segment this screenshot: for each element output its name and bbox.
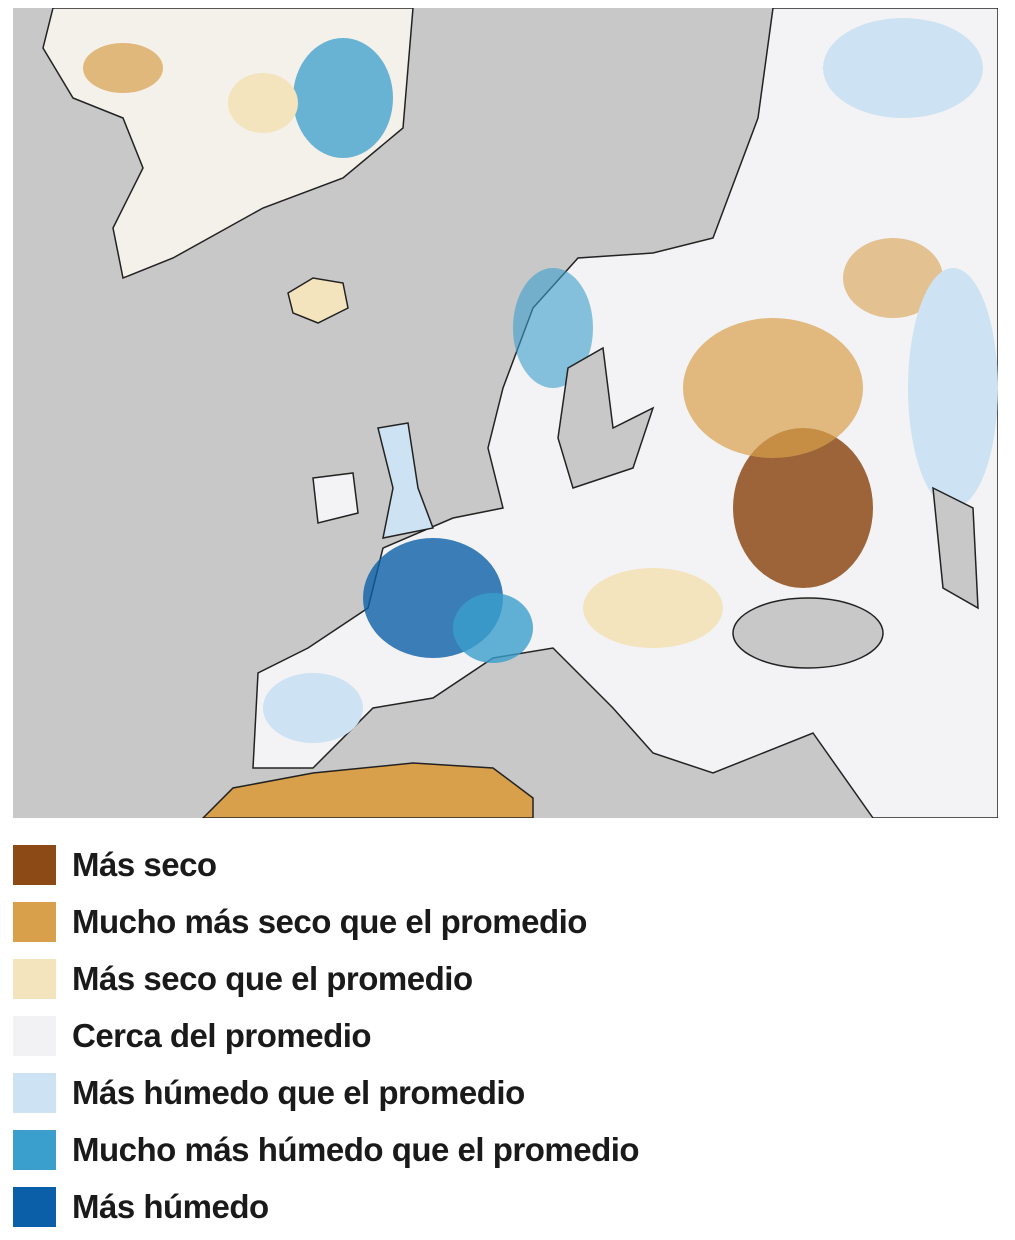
britain <box>377 422 435 539</box>
legend-label: Más húmedo <box>72 1187 269 1225</box>
legend-swatch <box>13 1015 56 1056</box>
legend-swatch <box>13 958 56 999</box>
legend-item: Más seco que el promedio <box>13 950 639 1007</box>
ireland <box>312 472 359 524</box>
region <box>513 268 593 388</box>
legend-label: Más seco que el promedio <box>72 959 473 997</box>
legend-label: Más seco <box>72 845 217 883</box>
legend-label: Cerca del promedio <box>72 1016 372 1054</box>
region <box>683 318 863 458</box>
legend-swatch <box>13 1186 56 1227</box>
region <box>228 73 298 133</box>
region <box>823 18 983 118</box>
black-sea <box>732 597 884 669</box>
legend-item: Más húmedo <box>13 1178 639 1235</box>
legend-label: Más húmedo que el promedio <box>72 1073 525 1111</box>
legend: Más seco Mucho más seco que el promedio Má… <box>13 836 640 1235</box>
legend-swatch <box>13 844 56 885</box>
region <box>908 268 998 508</box>
legend-swatch <box>13 1129 56 1170</box>
region <box>293 38 393 158</box>
region <box>843 238 943 318</box>
legend-item: Mucho más húmedo que el promedio <box>13 1121 640 1178</box>
legend-swatch <box>13 901 56 942</box>
north-africa <box>201 762 534 818</box>
iceland <box>287 277 349 324</box>
legend-label: Mucho más húmedo que el promedio <box>72 1130 640 1168</box>
region <box>583 568 723 648</box>
legend-item: Más seco <box>13 836 639 893</box>
region <box>733 428 873 588</box>
region <box>83 43 163 93</box>
legend-item: Más húmedo que el promedio <box>13 1064 639 1121</box>
legend-swatch <box>13 1072 56 1113</box>
legend-item: Cerca del promedio <box>13 1007 639 1064</box>
precipitation-map <box>13 8 998 818</box>
region <box>263 673 363 743</box>
region <box>453 593 533 663</box>
caspian-sea <box>932 486 979 610</box>
legend-label: Mucho más seco que el promedio <box>72 902 587 940</box>
baltic-sea <box>557 346 655 489</box>
legend-item: Mucho más seco que el promedio <box>13 893 639 950</box>
